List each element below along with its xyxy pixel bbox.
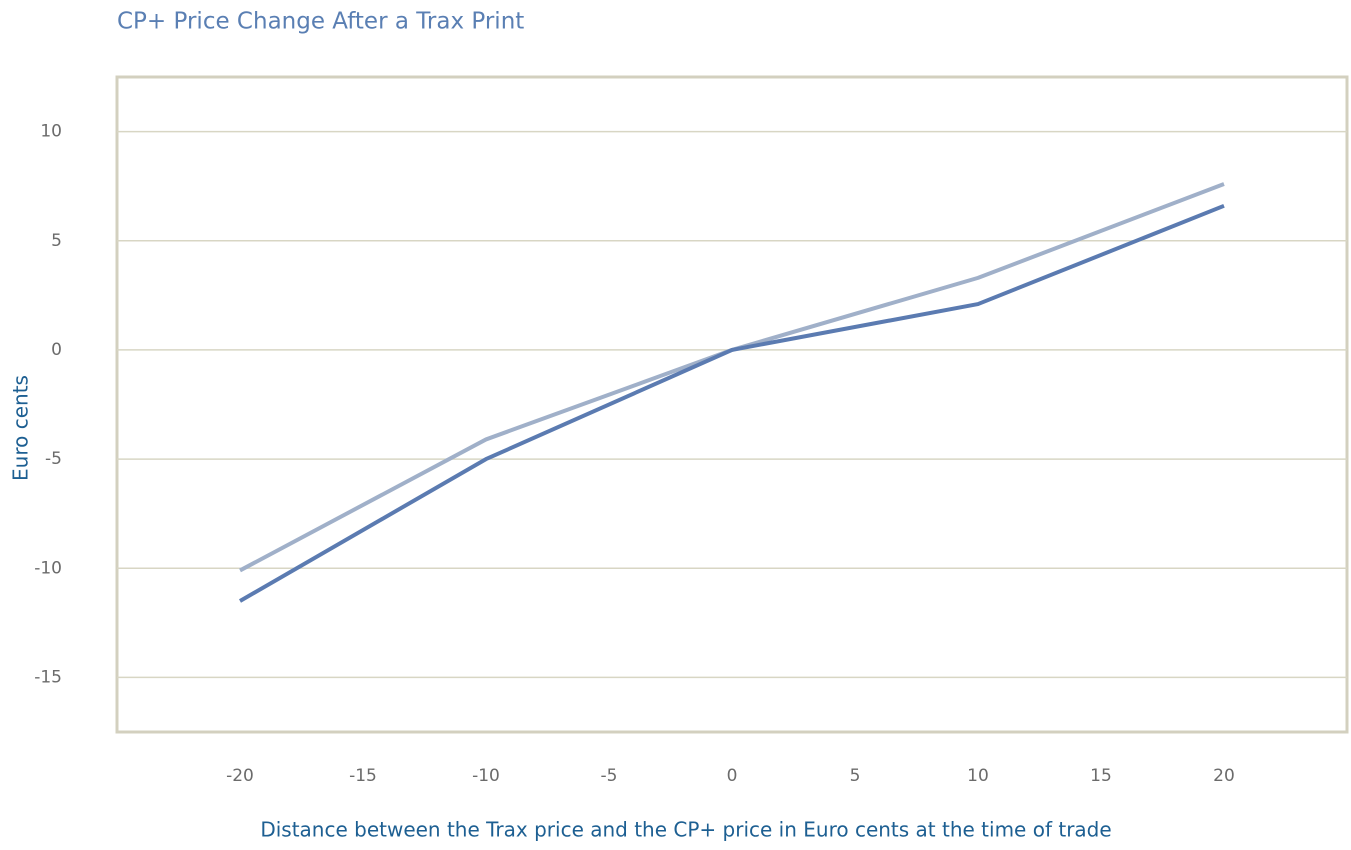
x-tick-label: 5 [850, 766, 861, 786]
y-tick-label: 10 [40, 122, 62, 142]
y-tick-label: -5 [45, 449, 62, 469]
y-tick-label: 0 [51, 340, 62, 360]
data-line [239, 182, 1225, 573]
x-tick-label: -15 [349, 766, 377, 786]
y-tick-label: -15 [34, 667, 62, 687]
x-tick-label: 20 [1213, 766, 1235, 786]
chart-title: CP+ Price Change After a Trax Print [117, 9, 524, 35]
x-axis-label: Distance between the Trax price and the … [260, 818, 1111, 842]
data-line [239, 203, 1225, 603]
x-tick-label: 0 [727, 766, 738, 786]
x-tick-label: -10 [472, 766, 500, 786]
x-tick-label: -5 [601, 766, 618, 786]
plot-frame [115, 75, 1349, 734]
y-tick-label: 5 [51, 231, 62, 251]
x-tick-label: 10 [967, 766, 989, 786]
x-tick-label: -20 [226, 766, 254, 786]
y-axis-label: Euro cents [9, 375, 33, 481]
y-tick-label: -10 [34, 558, 62, 578]
x-tick-label: 15 [1090, 766, 1112, 786]
